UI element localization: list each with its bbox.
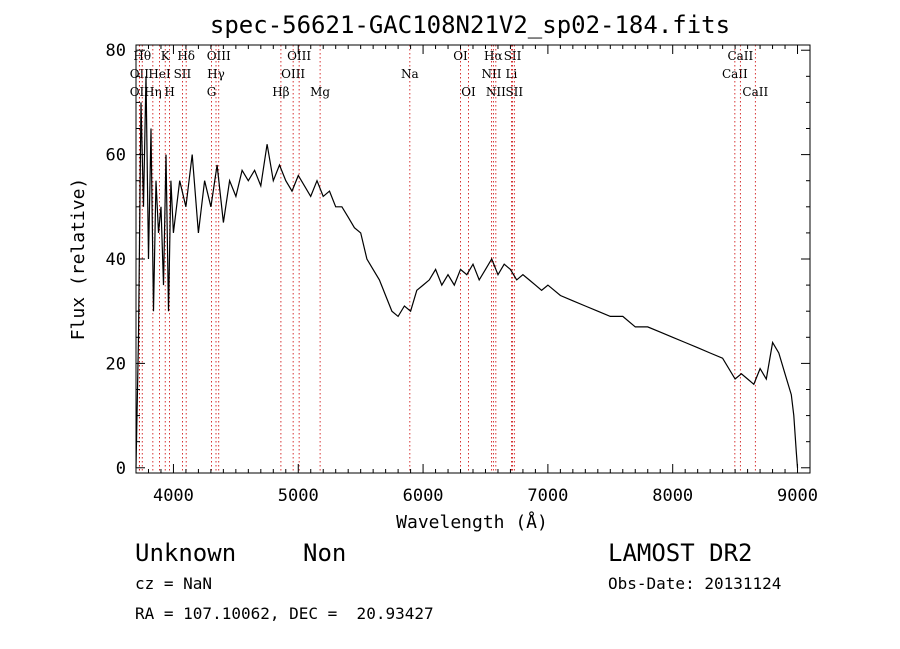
y-axis-label: Flux (relative): [68, 178, 89, 341]
x-tick-label: 8000: [652, 486, 693, 506]
line-label: G: [207, 85, 217, 99]
coordinates: RA = 107.10062, DEC = 20.93427: [135, 604, 434, 623]
line-label: HeI: [148, 67, 171, 81]
x-tick-label: 7000: [527, 486, 568, 506]
line-label: Mg: [310, 85, 330, 99]
line-label: Hγ: [207, 67, 225, 81]
x-tick-label: 4000: [153, 486, 194, 506]
emission-line-markers: OIIHθHηOIIHeIKHSIIHδGHγOIIIHβOIIIOIIIMgN…: [130, 45, 768, 473]
line-label: NII: [486, 85, 506, 99]
line-label: Na: [401, 67, 419, 81]
line-label: OIII: [207, 49, 231, 63]
line-label: CaII: [742, 85, 768, 99]
spectrum-chart: spec-56621-GAC108N21V2_sp02-184.fits OII…: [68, 11, 818, 533]
line-label: NII: [481, 67, 501, 81]
y-axis: 0 20 40 60 80: [106, 41, 810, 479]
observation-date: Obs-Date: 20131124: [608, 574, 782, 593]
line-label: Hα: [484, 49, 503, 63]
line-label: SII: [504, 49, 522, 63]
y-tick-label: 40: [106, 250, 126, 270]
line-label: OII: [130, 85, 150, 99]
x-axis-label: Wavelength (Å): [396, 511, 548, 533]
line-label: CaII: [727, 49, 753, 63]
line-label: OIII: [287, 49, 311, 63]
line-label: Hβ: [272, 85, 289, 99]
y-tick-label: 60: [106, 146, 126, 166]
line-label: SII: [505, 85, 523, 99]
line-label: SII: [174, 67, 192, 81]
object-class: Unknown: [135, 539, 237, 567]
line-label: OI: [453, 49, 468, 63]
survey-name: LAMOST DR2: [608, 539, 753, 567]
line-label: Hθ: [133, 49, 151, 63]
y-tick-label: 0: [116, 459, 126, 479]
line-label: OI: [461, 85, 476, 99]
plot-frame: [135, 44, 811, 474]
redshift-value: cz = NaN: [135, 574, 213, 593]
x-axis: 4000 5000 6000 7000 8000 9000: [135, 45, 818, 506]
line-label: Hη: [144, 85, 162, 99]
line-label: H: [164, 85, 174, 99]
y-tick-label: 20: [106, 354, 126, 374]
x-tick-label: 6000: [403, 486, 444, 506]
line-label: K: [161, 49, 171, 63]
line-label: Hδ: [177, 49, 195, 63]
x-tick-label: 5000: [278, 486, 319, 506]
x-tick-label: 9000: [777, 486, 818, 506]
y-tick-label: 80: [106, 41, 126, 61]
line-label: Li: [506, 67, 518, 81]
object-subclass: Non: [303, 539, 347, 567]
chart-title: spec-56621-GAC108N21V2_sp02-184.fits: [210, 11, 730, 39]
spectrum-series: [135, 76, 799, 468]
line-label: OIII: [281, 67, 305, 81]
line-label: CaII: [722, 67, 748, 81]
